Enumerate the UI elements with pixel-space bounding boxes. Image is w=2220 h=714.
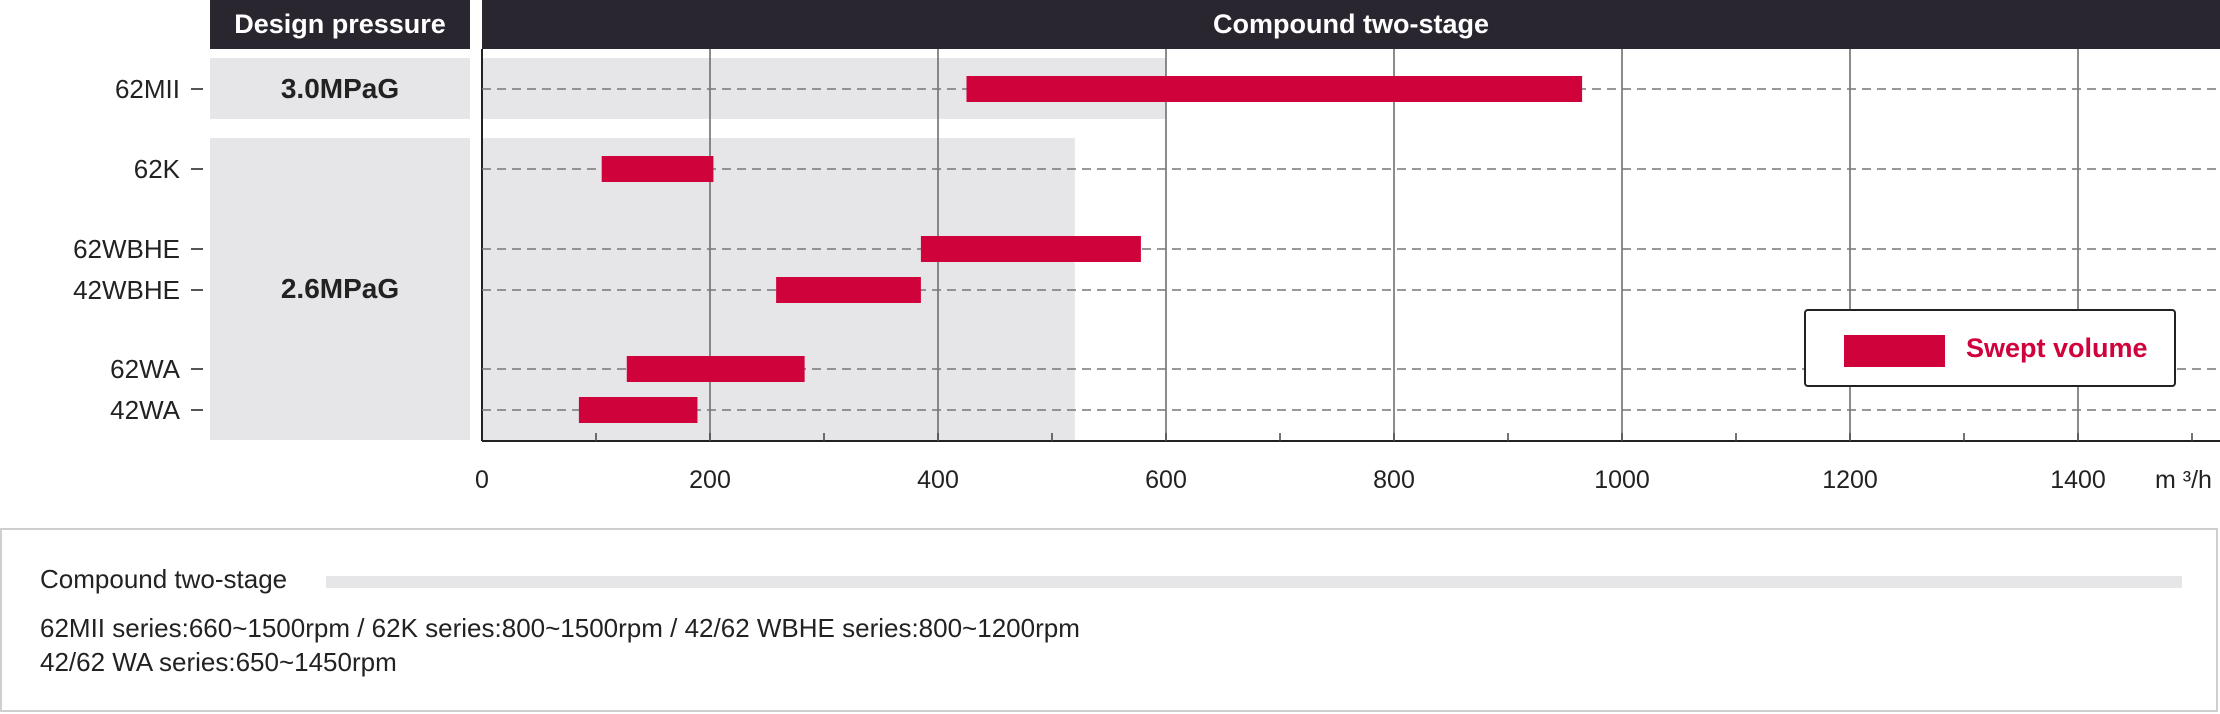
row-label-42WBHE: 42WBHE [73,275,180,305]
footer-line-1: 62MII series:660~1500rpm / 62K series:80… [40,613,1080,643]
x-tick-label-0: 0 [475,466,489,494]
row-tick-42WA [191,409,203,411]
pressure-label-3-0: 3.0MPaG [210,58,470,119]
bar-layer [578,76,1583,423]
pressure-label-2-6: 2.6MPaG [210,138,470,440]
x-tick-label-200: 200 [689,466,731,494]
bar-62WBHE [920,236,1141,262]
row-tick-62WA [191,368,203,370]
row-tick-62K [191,168,203,170]
bar-42WBHE [776,277,921,303]
x-tick-label-800: 800 [1373,466,1415,494]
row-label-62K: 62K [133,154,180,184]
x-tick-label-1000: 1000 [1594,466,1650,494]
legend-swatch [1844,335,1945,367]
footer-panel: Compound two-stage 62MII series:660~1500… [0,528,2218,712]
design-pressure-header: Design pressure [210,0,470,49]
footer-divider [326,576,2182,588]
bar-62MII [966,76,1583,102]
x-tick-label-600: 600 [1145,466,1187,494]
row-label-62WA: 62WA [110,354,180,384]
legend-label: Swept volume [1966,333,2148,363]
chart-plot [481,49,2220,442]
x-unit-label: m ³/h [2155,466,2212,494]
footer-line-2: 42/62 WA series:650~1450rpm [40,647,397,677]
row-label-42WA: 42WA [110,395,180,425]
x-tick-label-1400: 1400 [2050,466,2106,494]
bar-62K [601,156,714,182]
x-tick-label-1200: 1200 [1822,466,1878,494]
row-tick-42WBHE [191,289,203,291]
footer-title: Compound two-stage [40,564,288,594]
legend: Swept volume [1804,309,2176,387]
row-tick-62MII [191,88,203,90]
bar-42WA [578,397,698,423]
compound-two-stage-header: Compound two-stage [482,0,2220,49]
row-tick-62WBHE [191,248,203,250]
x-tick-label-400: 400 [917,466,959,494]
row-label-62MII: 62MII [114,74,180,104]
row-label-62WBHE: 62WBHE [73,234,180,264]
bar-62WA [626,356,805,382]
